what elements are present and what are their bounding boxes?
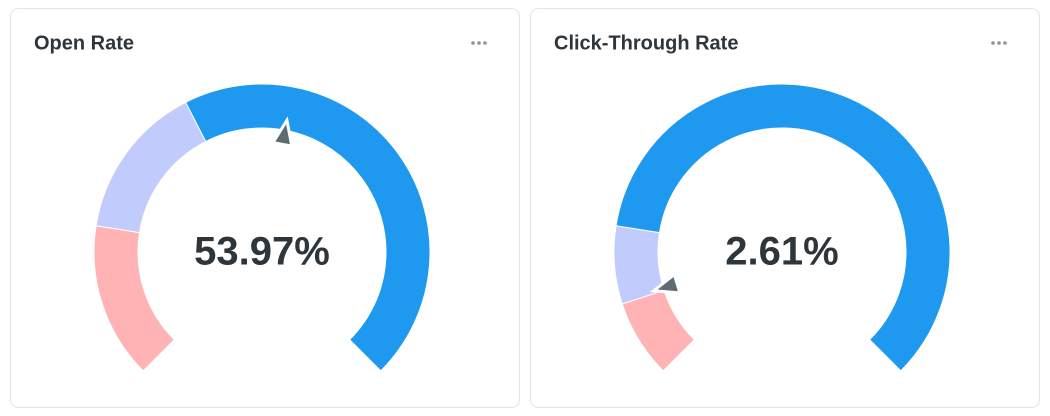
- card-title: Open Rate: [34, 32, 134, 54]
- gauge-needle: [270, 116, 294, 148]
- card-frame: [10, 8, 520, 408]
- gauge-segment: [185, 83, 431, 372]
- menu-dot: [471, 41, 475, 45]
- gauge-value: 2.61%: [725, 230, 838, 274]
- card: Open Rate 53.97%: [10, 8, 520, 408]
- card-menu[interactable]: [471, 41, 487, 45]
- menu-dot: [483, 41, 487, 45]
- gauge-value: 53.97%: [194, 230, 330, 274]
- menu-dot: [997, 41, 1001, 45]
- gauge-segment: [615, 83, 951, 372]
- card-menu[interactable]: [991, 41, 1007, 45]
- card-title: Click-Through Rate: [554, 32, 738, 54]
- card-frame: [530, 8, 1040, 408]
- menu-dot: [477, 41, 481, 45]
- card: Click-Through Rate 2.61%: [530, 8, 1040, 408]
- menu-dot: [991, 41, 995, 45]
- gauge-needle: [649, 271, 682, 295]
- menu-dot: [1003, 41, 1007, 45]
